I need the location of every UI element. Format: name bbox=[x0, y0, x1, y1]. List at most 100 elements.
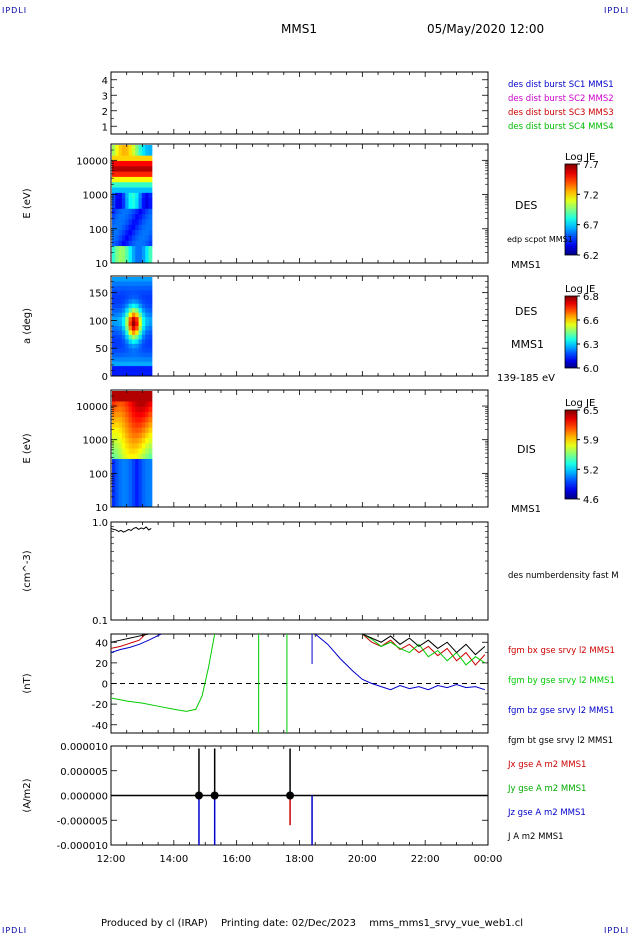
heatmap-cell bbox=[115, 294, 120, 300]
panel-label-mms1: MMS1 bbox=[511, 504, 541, 515]
heatmap-cell bbox=[141, 312, 146, 318]
heatmap-cell bbox=[128, 448, 133, 455]
heatmap-cell bbox=[141, 396, 146, 402]
heatmap-cell bbox=[135, 352, 140, 358]
heatmap-cell bbox=[121, 330, 126, 336]
heatmap-cell bbox=[115, 235, 120, 242]
colorbar bbox=[564, 163, 578, 256]
heatmap-cell bbox=[125, 160, 130, 167]
heatmap-cell bbox=[138, 155, 143, 162]
heatmap-cell bbox=[128, 208, 133, 215]
heatmap-cell bbox=[128, 308, 133, 314]
heatmap-cell bbox=[145, 198, 150, 204]
heatmap-cell bbox=[138, 464, 143, 470]
heatmap-cell bbox=[125, 251, 130, 258]
heatmap-cell bbox=[115, 357, 120, 363]
heatmap-cell bbox=[128, 343, 133, 349]
heatmap-cell bbox=[128, 294, 133, 300]
heatmap-cell bbox=[145, 326, 150, 331]
heatmap-cell bbox=[141, 326, 146, 331]
heatmap-cell bbox=[125, 406, 130, 413]
heatmap-cell bbox=[145, 406, 150, 413]
heatmap-cell bbox=[135, 160, 140, 167]
heatmap-cell bbox=[148, 458, 153, 465]
heatmap-cell bbox=[121, 235, 126, 242]
heatmap-cell bbox=[112, 479, 116, 486]
heatmap-cell bbox=[135, 490, 140, 497]
heatmap-cell bbox=[125, 290, 130, 296]
heatmap-cell bbox=[125, 343, 130, 349]
heatmap-cell bbox=[125, 281, 130, 287]
panel-density-frame bbox=[110, 521, 489, 621]
heatmap-cell bbox=[145, 352, 150, 358]
heatmap-cell bbox=[115, 317, 120, 323]
heatmap-cell bbox=[121, 256, 126, 263]
availability-legend-entry: des dist burst SC3 MMS3 bbox=[508, 108, 614, 118]
heatmap-cell bbox=[138, 145, 143, 151]
heatmap-cell bbox=[145, 203, 150, 210]
heatmap-cell bbox=[138, 246, 143, 252]
heatmap-cell bbox=[138, 256, 143, 263]
heatmap-cell bbox=[145, 187, 150, 194]
heatmap-cell bbox=[138, 339, 143, 345]
heatmap-cell bbox=[128, 312, 133, 318]
heatmap-cell bbox=[112, 326, 116, 331]
heatmap-cell bbox=[135, 348, 140, 354]
heatmap-cell bbox=[138, 366, 143, 372]
heatmap-cell bbox=[115, 417, 120, 423]
heatmap-cell bbox=[131, 224, 136, 231]
heatmap-cell bbox=[125, 352, 130, 358]
heatmap-cell bbox=[135, 219, 140, 226]
y-tick-label: 0.1 bbox=[92, 616, 108, 627]
heatmap-cell bbox=[112, 422, 116, 429]
y-tick-label: 10000 bbox=[76, 402, 108, 413]
heatmap-cell bbox=[135, 251, 140, 258]
heatmap-cell bbox=[148, 417, 153, 423]
heatmap-cell bbox=[115, 339, 120, 345]
heatmap-cell bbox=[118, 187, 123, 194]
heatmap-cell bbox=[112, 469, 116, 476]
heatmap-cell bbox=[128, 417, 133, 423]
heatmap-cell bbox=[115, 464, 120, 470]
heatmap-cell bbox=[118, 246, 123, 252]
heatmap-cell bbox=[112, 348, 116, 354]
heatmap-cell bbox=[112, 438, 116, 444]
heatmap-cell bbox=[145, 214, 150, 220]
heatmap-des-pitch-angle bbox=[112, 277, 153, 376]
heatmap-cell bbox=[145, 485, 150, 491]
heatmap-cell bbox=[131, 458, 136, 465]
heatmap-cell bbox=[138, 160, 143, 167]
heatmap-cell bbox=[115, 490, 120, 497]
heatmap-cell bbox=[131, 171, 136, 178]
heatmap-cell bbox=[141, 224, 146, 231]
heatmap-cell bbox=[128, 453, 133, 460]
heatmap-cell bbox=[121, 432, 126, 439]
heatmap-cell bbox=[125, 235, 130, 242]
heatmap-cell bbox=[112, 432, 116, 439]
heatmap-cell bbox=[148, 281, 153, 287]
heatmap-cell bbox=[125, 192, 130, 199]
heatmap-cell bbox=[118, 281, 123, 287]
heatmap-cell bbox=[115, 448, 120, 455]
heatmap-cell bbox=[125, 485, 130, 491]
heatmap-cell bbox=[118, 485, 123, 491]
heatmap-cell bbox=[135, 422, 140, 429]
footer-file: mms_mms1_srvy_vue_web1.cl bbox=[369, 918, 523, 929]
colorbar-tick-label: 6.0 bbox=[583, 364, 599, 375]
heatmap-cell bbox=[145, 361, 150, 367]
heatmap-cell bbox=[148, 469, 153, 476]
heatmap-cell bbox=[118, 235, 123, 242]
colorbar-tick-label: 5.9 bbox=[583, 436, 599, 447]
y-tick-label: 10000 bbox=[76, 156, 108, 167]
field-legend-entry: fgm bz gse srvy l2 MMS1 bbox=[508, 706, 614, 716]
heatmap-cell bbox=[145, 219, 150, 226]
heatmap-cell bbox=[148, 490, 153, 497]
heatmap-cell bbox=[115, 256, 120, 263]
heatmap-cell bbox=[138, 352, 143, 358]
heatmap-cell bbox=[125, 155, 130, 162]
heatmap-cell bbox=[148, 411, 153, 418]
heatmap-cell bbox=[138, 427, 143, 434]
heatmap-cell bbox=[118, 422, 123, 429]
heatmap-cell bbox=[121, 391, 126, 397]
heatmap-cell bbox=[125, 370, 130, 376]
